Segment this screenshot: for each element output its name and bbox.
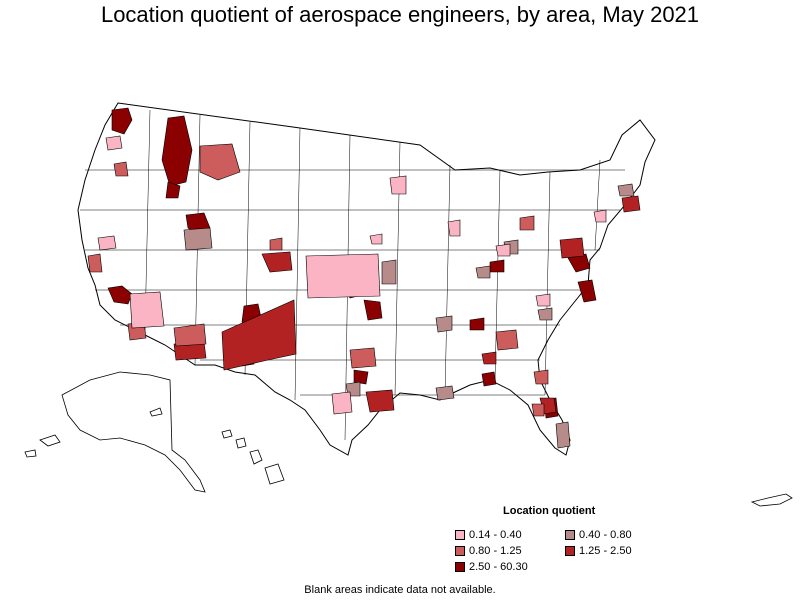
area-oregon	[113, 161, 129, 177]
area-montana	[199, 143, 241, 181]
legend-swatch	[565, 546, 575, 556]
area-south-carolina	[537, 307, 553, 321]
legend-item-4: 2.50 - 60.30	[455, 561, 528, 573]
legend-item-2: 0.80 - 1.25	[455, 545, 522, 557]
area-kentucky	[475, 265, 491, 279]
area-nebraska	[269, 237, 283, 251]
area-indiana	[495, 243, 511, 257]
area-pennsylvania	[559, 237, 585, 259]
alaska	[24, 371, 206, 493]
area-mississippi	[435, 385, 455, 401]
area-arizona	[173, 323, 207, 347]
legend-swatch	[565, 530, 575, 540]
area-denver	[183, 227, 213, 251]
area-georgia	[495, 329, 519, 351]
area-sacramento	[97, 235, 117, 251]
area-alabama	[481, 371, 497, 387]
map-title: Location quotient of aerospace engineers…	[100, 2, 700, 27]
area-arkansas	[435, 315, 453, 333]
area-idaho-north	[161, 115, 193, 187]
area-texas-south	[331, 391, 353, 415]
area-tampa	[531, 403, 545, 417]
area-dayton	[489, 259, 505, 273]
area-huntsville	[469, 317, 485, 331]
puerto-rico	[750, 493, 793, 507]
area-seattle	[111, 107, 133, 135]
area-kansas	[305, 253, 381, 299]
legend-label: 1.25 - 2.50	[579, 545, 632, 557]
legend-item-0: 0.14 - 0.40	[455, 529, 522, 541]
area-tennessee	[481, 351, 497, 365]
legend-label: 0.14 - 0.40	[469, 529, 522, 541]
area-california-coast	[87, 253, 103, 273]
area-oklahoma-city	[363, 299, 383, 321]
area-boston	[617, 183, 635, 197]
legend-title: Location quotient	[503, 505, 596, 517]
legend-label: 0.40 - 0.80	[579, 529, 632, 541]
area-connecticut	[621, 195, 641, 213]
area-dallas	[353, 369, 369, 385]
legend-label: 2.50 - 60.30	[469, 561, 528, 573]
area-hampton	[577, 279, 597, 303]
area-florida-east	[555, 421, 571, 449]
area-portland	[105, 135, 123, 151]
area-phoenix	[129, 291, 165, 329]
area-colorado-springs	[261, 251, 293, 273]
shaded-areas	[87, 107, 641, 449]
footnote: Blank areas indicate data not available.	[304, 584, 496, 596]
legend-item-1: 0.40 - 0.80	[565, 529, 632, 541]
legend-swatch	[455, 546, 465, 556]
area-orlando	[533, 369, 549, 385]
area-ohio	[519, 215, 535, 231]
area-minnesota	[389, 175, 407, 195]
area-texas-central	[349, 347, 377, 369]
legend-item-3: 1.25 - 2.50	[565, 545, 632, 557]
area-new-york	[593, 209, 607, 223]
area-missouri	[381, 259, 397, 285]
area-iowa	[369, 233, 383, 245]
legend-swatch	[455, 562, 465, 572]
hawaii	[221, 429, 285, 485]
area-illinois	[447, 219, 461, 237]
legend-swatch	[455, 530, 465, 540]
area-houston	[365, 389, 395, 413]
legend-label: 0.80 - 1.25	[469, 545, 522, 557]
area-carolina	[535, 293, 551, 307]
area-idaho-south	[165, 181, 181, 199]
area-new-mexico	[221, 299, 297, 371]
